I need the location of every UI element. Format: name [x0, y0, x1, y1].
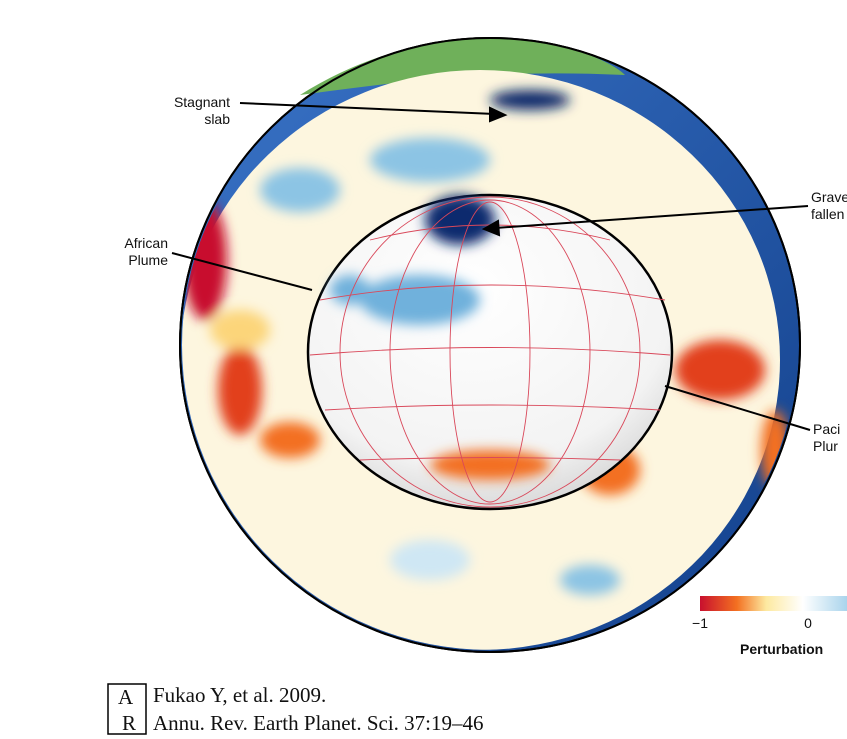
label: fallen	[811, 206, 844, 222]
colorbar-title: Perturbation	[740, 641, 823, 657]
logo-letter: R	[122, 711, 136, 735]
citation: Fukao Y, et al. 2009.	[153, 683, 326, 707]
label: slab	[204, 111, 230, 127]
label: African	[124, 235, 168, 251]
citation: Annu. Rev. Earth Planet. Sci. 37:19–46	[153, 711, 484, 735]
colorbar	[700, 596, 847, 611]
figure-svg: Stagnant slab African Plume Grave fallen…	[0, 0, 847, 739]
label: Plur	[813, 438, 838, 454]
label: Grave	[811, 189, 847, 205]
colorbar-label: 0	[804, 615, 812, 631]
figure: Stagnant slab African Plume Grave fallen…	[0, 0, 847, 739]
label: Stagnant	[174, 94, 230, 110]
colorbar-label: −1	[692, 615, 708, 631]
label: Paci	[813, 421, 840, 437]
label: Plume	[128, 252, 168, 268]
logo-letter: A	[118, 685, 134, 709]
